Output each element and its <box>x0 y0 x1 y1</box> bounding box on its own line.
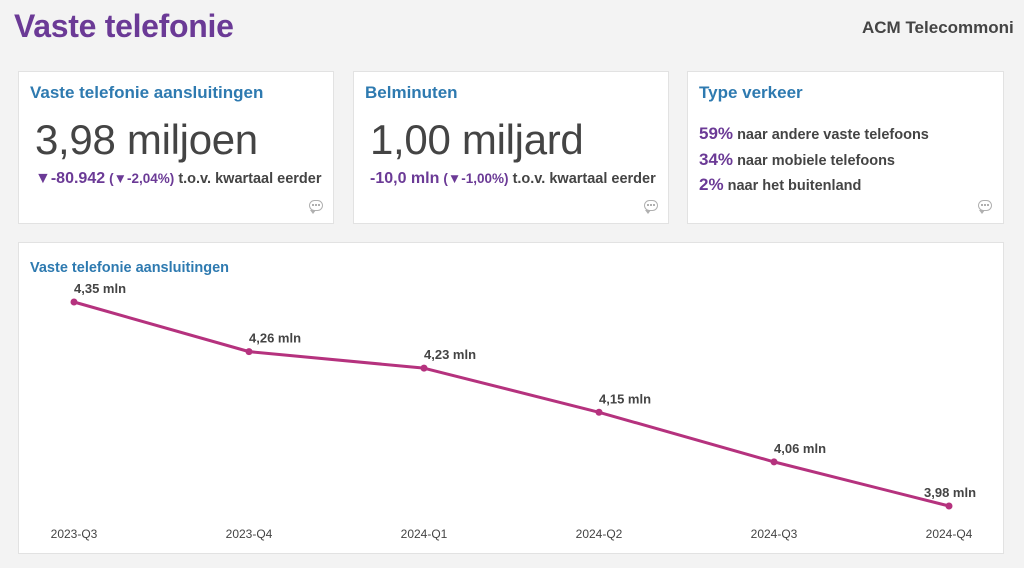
change-value: -10,0 mln <box>370 170 440 187</box>
change-suffix: t.o.v. kwartaal eerder <box>512 171 656 187</box>
x-tick-label: 2024-Q3 <box>751 527 798 541</box>
kpi-card-connections: Vaste telefonie aansluitingen 3,98 miljo… <box>18 71 334 224</box>
brand-name: ACM Telecommoni <box>862 18 1014 37</box>
line-chart: 4,35 mln 2023-Q3 4,26 mln 2023-Q4 4,23 mln 20… <box>51 281 976 541</box>
page-title: Vaste telefonie <box>14 8 234 44</box>
kpi-title: Type verkeer <box>699 83 803 102</box>
change-pct: (▼-2,04%) <box>109 171 175 186</box>
kpi-change: -10,0 mln (▼-1,00%) t.o.v. kwartaal eerd… <box>370 169 670 189</box>
x-tick-label: 2024-Q4 <box>926 527 973 541</box>
down-arrow-icon: ▼ <box>35 170 51 187</box>
change-pct: (▼-1,00%) <box>443 171 509 186</box>
data-label: 3,98 mln <box>924 485 976 500</box>
series-line <box>73 300 950 508</box>
kpi-card-traffic: Type verkeer 59% naar andere vaste telef… <box>687 71 1004 224</box>
data-point[interactable] <box>945 502 953 510</box>
traffic-item: 34% naar mobiele telefoons <box>699 149 895 169</box>
kpi-change: ▼-80.942 (▼-2,04%) t.o.v. kwartaal eerde… <box>35 169 335 189</box>
data-point[interactable] <box>770 458 778 466</box>
chart-title: Vaste telefonie aansluitingen <box>30 260 230 276</box>
kpi-value: 1,00 miljard <box>370 116 584 163</box>
traffic-item: 59% naar andere vaste telefoons <box>699 124 929 143</box>
kpi-card-minutes: Belminuten 1,00 miljard -10,0 mln (▼-1,0… <box>353 71 669 224</box>
kpi-title: Vaste telefonie aansluitingen <box>30 83 264 102</box>
kpi-title: Belminuten <box>365 83 458 102</box>
data-point[interactable] <box>420 364 428 372</box>
data-label: 4,23 mln <box>424 347 476 362</box>
comment-icon[interactable] <box>309 200 323 214</box>
traffic-list: 59% naar andere vaste telefoons 34% naar… <box>699 122 929 199</box>
traffic-item: 2% naar het buitenland <box>699 175 862 194</box>
data-point[interactable] <box>70 298 78 306</box>
data-label: 4,15 mln <box>599 391 651 406</box>
x-tick-label: 2024-Q1 <box>401 527 448 541</box>
data-label: 4,26 mln <box>249 331 301 346</box>
data-label: 4,06 mln <box>774 441 826 456</box>
comment-icon[interactable] <box>644 200 658 214</box>
data-point[interactable] <box>595 408 603 416</box>
change-suffix: t.o.v. kwartaal eerder <box>178 171 322 187</box>
change-value: -80.942 <box>50 170 106 187</box>
x-tick-label: 2023-Q4 <box>226 527 273 541</box>
chart-card: Vaste telefonie aansluitingen 4,35 mln 20… <box>18 242 1004 554</box>
comment-icon[interactable] <box>978 200 992 214</box>
x-tick-label: 2023-Q3 <box>51 527 98 541</box>
data-label: 4,35 mln <box>74 281 126 296</box>
x-tick-label: 2024-Q2 <box>576 527 623 541</box>
kpi-value: 3,98 miljoen <box>35 116 258 163</box>
data-point[interactable] <box>245 348 253 356</box>
